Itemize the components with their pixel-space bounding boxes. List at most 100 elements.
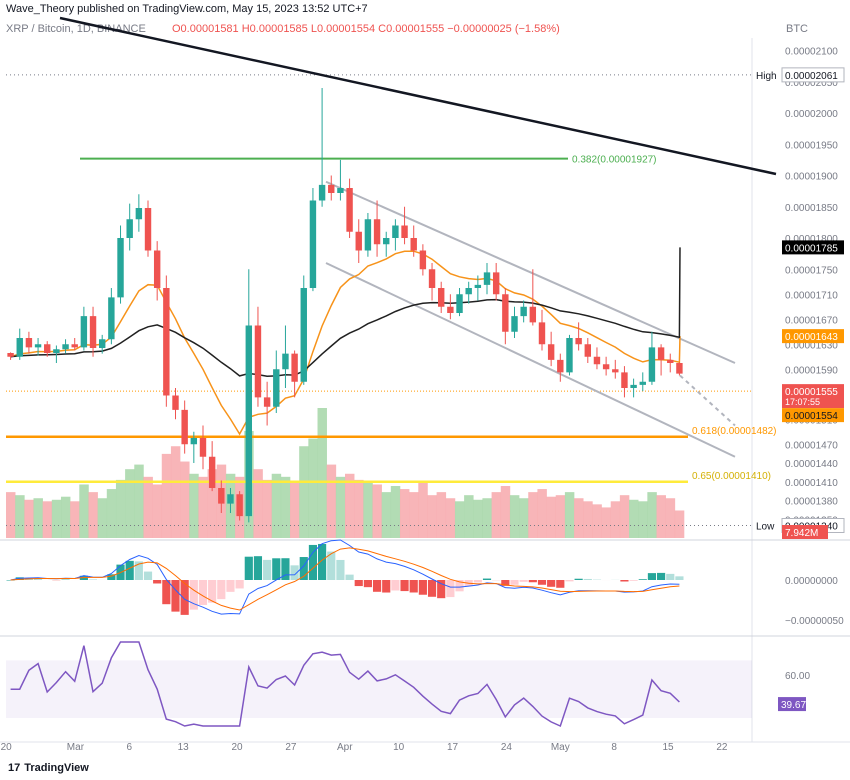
y-tick-label: 0.00001950: [785, 140, 838, 151]
candle-body: [511, 316, 518, 332]
candle-body: [98, 339, 106, 348]
candle-body: [483, 272, 491, 285]
candle-body: [474, 284, 482, 288]
candle-body: [502, 294, 509, 332]
last-price-label: 0.00001555: [785, 387, 838, 398]
macd-histogram-bar: [446, 580, 455, 598]
candle-body: [126, 219, 133, 238]
fib-0618-label: 0.618(0.00001482): [692, 426, 777, 437]
macd-histogram-bar: [281, 558, 290, 580]
volume-bar: [207, 469, 218, 538]
volume-bar: [253, 469, 263, 538]
candle-body: [163, 288, 170, 396]
volume-bar: [308, 438, 318, 538]
high-value-tag: 0.00002061: [785, 71, 838, 82]
macd-histogram-bar: [6, 580, 15, 581]
ema50-price-tag: 0.00001643: [785, 332, 838, 343]
volume-bar: [546, 496, 557, 538]
channel-lower-line: [325, 262, 736, 458]
symbol-label[interactable]: XRP / Bitcoin, 1D, BINANCE: [6, 23, 146, 35]
candle-body: [153, 250, 161, 288]
volume-bar: [280, 476, 291, 538]
candle-body: [254, 325, 262, 398]
candle-body: [355, 231, 362, 251]
x-tick-label: 20: [231, 742, 243, 753]
candle-body: [337, 188, 344, 193]
volume-bar: [354, 479, 364, 538]
x-tick-label: May: [551, 742, 570, 753]
macd-histogram-bar: [107, 574, 116, 580]
volume-bar: [647, 492, 657, 538]
volume-bar: [665, 498, 676, 538]
macd-signal-line: [10, 547, 680, 611]
currency-label: BTC: [786, 23, 808, 35]
volume-bar: [418, 482, 428, 538]
x-tick-label: 8: [611, 742, 617, 753]
candle-body: [273, 369, 280, 407]
macd-histogram-bar: [33, 578, 43, 580]
macd-histogram-bar: [666, 573, 675, 580]
candle-body: [575, 338, 582, 345]
volume-bar: [15, 495, 25, 538]
candle-body: [373, 219, 381, 245]
macd-histogram-bar: [427, 580, 437, 597]
volume-bar: [528, 492, 538, 538]
x-tick-label: 15: [662, 742, 674, 753]
candle-body: [630, 384, 637, 388]
candle-body: [492, 272, 500, 295]
candle-body: [25, 338, 33, 348]
brand-footer[interactable]: 17 TradingView: [8, 762, 89, 774]
candle-body: [318, 184, 326, 201]
candle-body: [53, 349, 60, 353]
candle-body: [639, 381, 646, 385]
volume-bar: [170, 446, 181, 538]
volume-bar: [161, 453, 172, 538]
y-tick-label: 0.00001470: [785, 440, 838, 451]
volume-bar: [610, 501, 621, 538]
macd-histogram-bar: [638, 579, 647, 580]
major-downtrend-line: [59, 16, 777, 176]
y-tick-label: 0.00001670: [785, 315, 838, 326]
macd-histogram-bar: [189, 580, 198, 610]
macd-histogram-bar: [235, 580, 244, 589]
x-tick-label: 24: [501, 742, 513, 753]
volume-bar: [674, 510, 685, 538]
macd-histogram-bar: [299, 557, 308, 580]
volume-bar: [583, 501, 593, 538]
candle-body: [657, 347, 665, 360]
candle-body: [227, 494, 234, 504]
macd-histogram-bar: [354, 580, 363, 587]
macd-histogram-bar: [244, 556, 253, 580]
y-tick-label: 0.00002000: [785, 109, 838, 120]
candle-body: [447, 306, 454, 313]
macd-histogram-bar: [437, 580, 446, 599]
volume-bar: [79, 484, 89, 538]
volume-bar: [134, 464, 144, 538]
candle-body: [676, 363, 683, 374]
candle-body: [465, 288, 472, 295]
volume-bar: [6, 492, 16, 538]
y-tick-label: 0.00001630: [785, 340, 838, 351]
volume-bar: [482, 498, 492, 538]
macd-histogram-bar: [400, 580, 409, 592]
channel-upper-line: [325, 180, 736, 364]
x-tick-label: Mar: [67, 742, 85, 753]
macd-histogram-bar: [226, 580, 235, 592]
macd-histogram-bar: [547, 580, 556, 587]
ema50-price-tag-box: [782, 329, 844, 344]
volume-bar: [564, 492, 575, 538]
fib-065-label: 0.65(0.00001410): [692, 471, 771, 482]
candle-body: [437, 288, 445, 307]
volume-bar: [491, 492, 502, 538]
candle-body: [89, 316, 97, 348]
rsi-line: [10, 641, 680, 728]
volume-value-tag: 7.942M: [785, 528, 818, 539]
candle-body: [621, 372, 628, 388]
volume-bar: [51, 499, 62, 538]
macd-histogram-bar: [372, 580, 382, 592]
ohlc-readout: O0.00001581 H0.00001585 L0.00001554 C0.0…: [172, 23, 560, 35]
candle-body: [16, 338, 23, 357]
rsi-60-tick: 60.00: [785, 671, 810, 682]
candle-body: [172, 395, 179, 410]
